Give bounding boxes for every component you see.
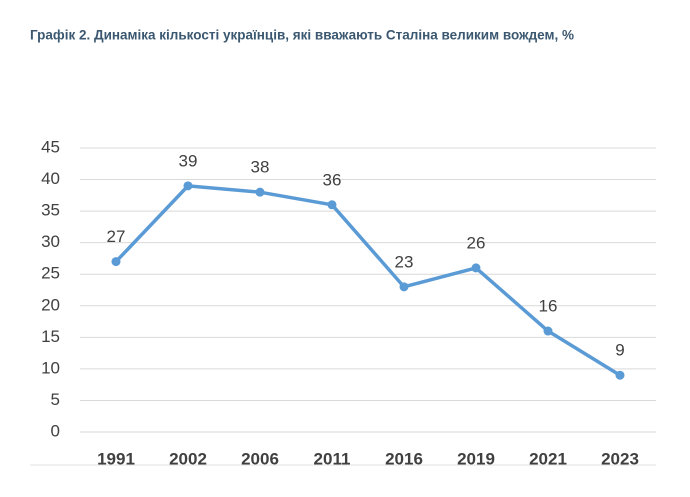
- x-tick-label: 2011: [314, 449, 351, 468]
- x-tick-label: 2006: [241, 449, 279, 468]
- data-label: 26: [467, 233, 486, 252]
- data-point: [183, 181, 193, 191]
- y-tick-label: 40: [41, 169, 60, 188]
- data-label: 39: [179, 151, 198, 170]
- data-label: 9: [615, 341, 624, 360]
- data-point: [471, 263, 481, 273]
- y-tick-label: 35: [41, 201, 60, 220]
- data-point: [111, 257, 121, 267]
- y-tick-label: 0: [51, 421, 60, 440]
- y-tick-label: 45: [41, 137, 60, 156]
- y-tick-label: 20: [41, 295, 60, 314]
- chart-title: Графік 2. Динаміка кількості українців, …: [30, 28, 574, 43]
- data-label: 36: [323, 170, 342, 189]
- data-point: [615, 370, 625, 380]
- x-tick-label: 2016: [385, 449, 423, 468]
- data-label: 27: [107, 227, 126, 246]
- y-tick-label: 15: [41, 327, 60, 346]
- data-point: [399, 282, 409, 292]
- x-tick-label: 2021: [529, 449, 567, 468]
- data-label: 23: [395, 252, 414, 271]
- x-tick-label: 2023: [601, 449, 639, 468]
- x-tick-label: 2002: [169, 449, 207, 468]
- data-point: [543, 326, 553, 336]
- y-tick-label: 25: [41, 264, 60, 283]
- y-tick-label: 10: [41, 358, 60, 377]
- data-point: [327, 200, 337, 210]
- data-label: 38: [251, 158, 270, 177]
- data-point: [255, 187, 265, 197]
- x-tick-label: 2019: [457, 449, 495, 468]
- y-tick-label: 30: [41, 232, 60, 251]
- x-tick-label: 1991: [97, 449, 135, 468]
- data-line: [114, 184, 621, 377]
- data-label: 16: [539, 297, 558, 316]
- y-tick-label: 5: [51, 390, 60, 409]
